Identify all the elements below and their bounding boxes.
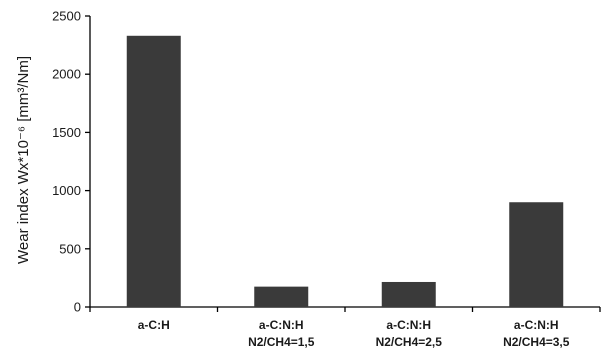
bar: [254, 286, 309, 307]
x-category-label: a-C:N:H: [259, 318, 304, 332]
bar: [381, 281, 436, 307]
y-tick-label: 2500: [52, 9, 81, 24]
y-tick-label: 1500: [52, 125, 81, 140]
x-category-label: a-C:H: [138, 318, 170, 332]
x-category-label: a-C:N:H: [386, 318, 431, 332]
x-category-label: a-C:N:H: [514, 318, 559, 332]
y-tick-label: 0: [74, 300, 81, 315]
y-tick-label: 2000: [52, 67, 81, 82]
x-axis: a-C:H a-C:N:H N2/CH4=1,5 a-C:N:H N2/CH4=2,5 a…: [89, 306, 601, 349]
y-axis-title: Wear index Wx*10⁻⁶ [mm³/Nm]: [15, 56, 32, 264]
x-category-label: N2/CH4=1,5: [248, 335, 315, 349]
x-category-label: N2/CH4=3,5: [503, 335, 570, 349]
y-axis: 0 500 1000 1500 2000 2500: [52, 9, 91, 315]
y-tick-label: 500: [59, 241, 81, 256]
bars: [126, 35, 564, 308]
bar: [126, 35, 181, 308]
y-tick-label: 1000: [52, 183, 81, 198]
bar: [509, 202, 564, 307]
x-category-label: N2/CH4=2,5: [376, 335, 443, 349]
